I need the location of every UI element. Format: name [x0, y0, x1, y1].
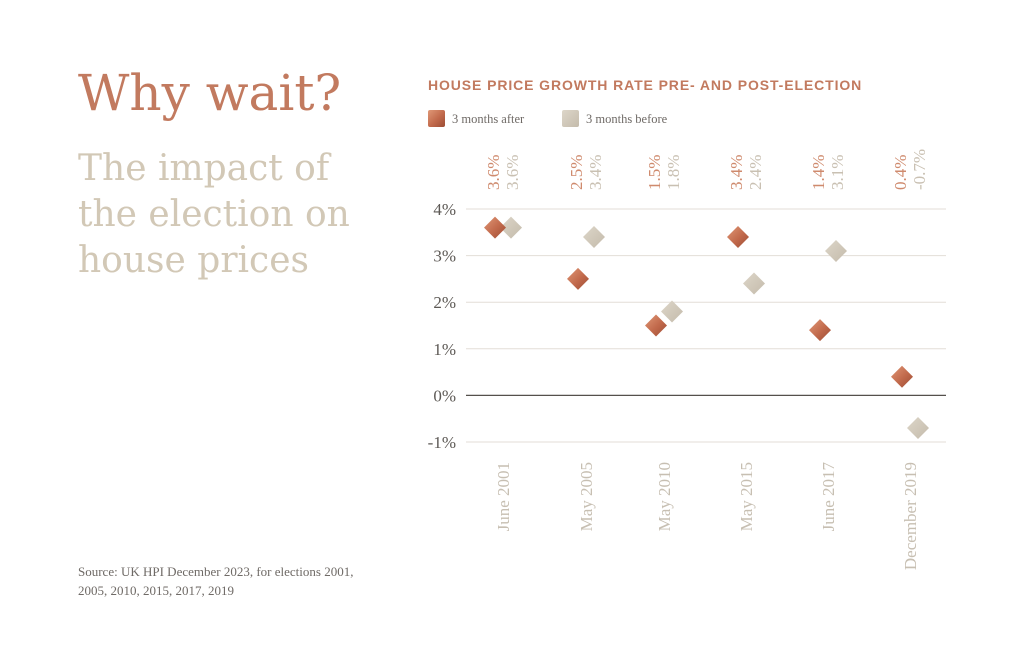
x-category-label: June 2001	[494, 462, 513, 531]
legend-label-after: 3 months after	[452, 112, 525, 126]
subheadline: The impact of the election on house pric…	[78, 148, 350, 281]
legend-swatch-after	[428, 110, 445, 127]
x-category-label: May 2015	[737, 462, 756, 531]
data-marks	[484, 216, 929, 440]
y-tick-label: -1%	[428, 433, 456, 452]
y-tick-label: 2%	[433, 293, 456, 312]
x-category-label: December 2019	[901, 462, 920, 570]
value-label-after: 0.4%	[891, 155, 910, 190]
value-labels: 3.6% 3.6% 2.5% 3.4% 1.5% 1.8% 3.4% 2.4% 1.4% 3.1%…	[484, 149, 929, 190]
value-label-after: 3.4%	[727, 155, 746, 190]
x-category-label: May 2010	[655, 462, 674, 531]
point-after	[727, 225, 749, 248]
point-before	[500, 216, 522, 239]
x-category-label: May 2005	[577, 462, 596, 531]
point-after	[809, 319, 831, 342]
x-category-label: June 2017	[819, 462, 838, 532]
point-before	[743, 272, 765, 295]
value-label-before: 1.8%	[664, 155, 683, 190]
legend-label-before: 3 months before	[586, 112, 668, 126]
source-note: Source: UK HPI December 2023, for electi…	[78, 564, 354, 598]
point-before	[583, 225, 605, 248]
value-label-before: 2.4%	[746, 155, 765, 190]
chart-title: HOUSE PRICE GROWTH RATE PRE- AND POST-EL…	[428, 77, 863, 93]
headline: Why wait?	[78, 64, 342, 122]
value-label-before: 3.1%	[828, 155, 847, 190]
value-label-after: 1.5%	[645, 155, 664, 190]
y-tick-label: 4%	[433, 200, 456, 219]
y-tick-label: 1%	[433, 340, 456, 359]
value-label-after: 2.5%	[567, 155, 586, 190]
point-before	[907, 417, 929, 440]
value-label-before: 3.6%	[503, 155, 522, 190]
point-before	[825, 239, 847, 262]
chart-legend: 3 months after 3 months before	[428, 110, 668, 127]
point-after	[484, 216, 506, 239]
legend-swatch-before	[562, 110, 579, 127]
point-after	[645, 314, 667, 337]
value-label-before: 3.4%	[586, 155, 605, 190]
chart-grid: 4% 3% 2% 1% 0% -1%	[428, 200, 946, 452]
point-after	[891, 365, 913, 388]
y-tick-label: 0%	[433, 386, 456, 405]
value-label-after: 3.6%	[484, 155, 503, 190]
point-before	[661, 300, 683, 323]
value-label-after: 1.4%	[809, 155, 828, 190]
y-tick-label: 3%	[433, 247, 456, 266]
value-label-before: -0.7%	[910, 149, 929, 190]
category-labels: June 2001 May 2005 May 2010 May 2015 June 20…	[494, 462, 920, 571]
point-after	[567, 267, 589, 290]
